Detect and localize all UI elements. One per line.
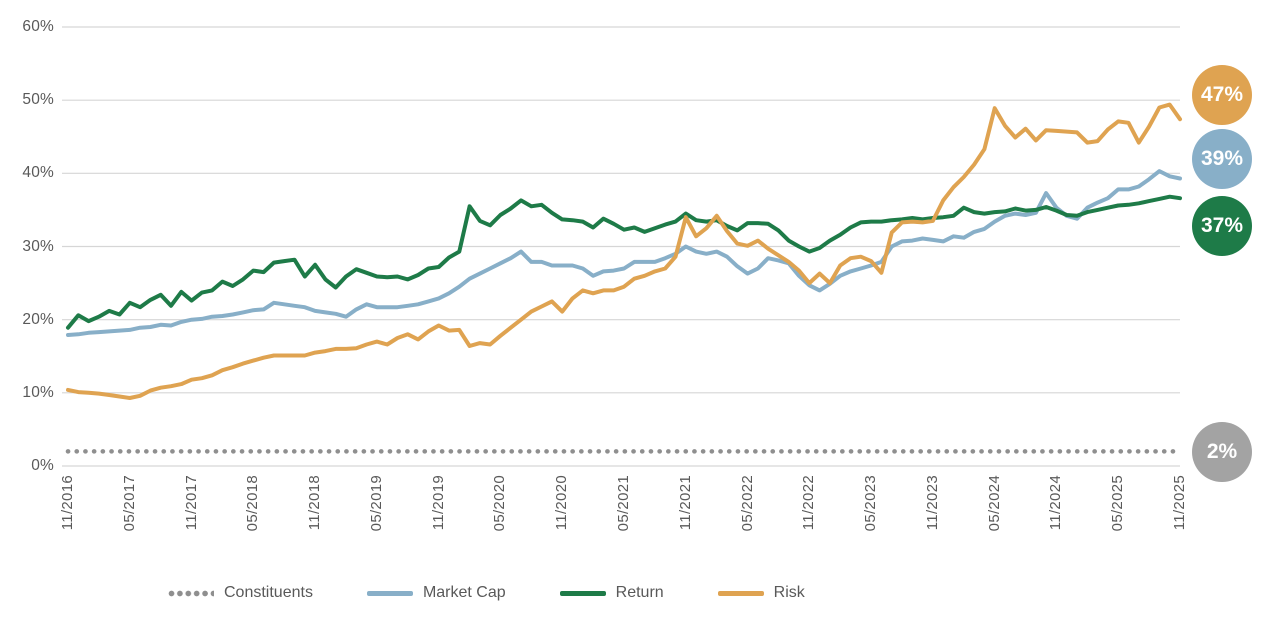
y-tick-label: 60% (22, 18, 54, 35)
legend-item-constituents: Constituents (168, 584, 313, 602)
x-tick-label: 05/2021 (615, 475, 632, 532)
x-tick-label: 05/2019 (367, 475, 385, 532)
x-tick-label: 11/2019 (429, 475, 447, 531)
constituents-end-value-badge: 2% (1192, 422, 1252, 482)
x-tick-label: 11/2018 (306, 475, 324, 531)
legend-label-constituents: Constituents (224, 584, 313, 601)
x-tick-label: 11/2025 (1171, 475, 1188, 531)
x-tick-label: 11/2020 (553, 475, 571, 531)
x-tick-label: 05/2025 (1109, 475, 1127, 532)
legend-label-return: Return (615, 584, 664, 601)
y-tick-label: 20% (22, 310, 54, 328)
x-tick-label: 11/2022 (800, 475, 818, 531)
y-tick-label: 50% (22, 91, 54, 109)
market-cap-line (66, 169, 1182, 337)
chart-legend: Constituents Market Cap Return Risk (168, 584, 805, 602)
return-line (66, 194, 1182, 330)
x-tick-label: 11/2016 (59, 475, 76, 531)
x-tick-label: 11/2023 (923, 475, 941, 531)
legend-item-market-cap: Market Cap (366, 584, 506, 602)
legend-label-market-cap: Market Cap (422, 584, 506, 601)
risk-end-value-badge: 47% (1192, 65, 1252, 125)
constituents-dotted-swatch-icon (168, 589, 214, 597)
return-end-value-badge: 37% (1192, 196, 1252, 256)
return-line-swatch-icon (559, 590, 606, 596)
x-tick-label: 05/2022 (738, 475, 756, 532)
x-tick-label: 11/2017 (182, 475, 200, 531)
x-tick-label: 11/2021 (676, 475, 694, 531)
x-tick-label: 11/2024 (1047, 475, 1065, 531)
risk-line (66, 102, 1182, 400)
x-tick-label: 05/2020 (491, 475, 509, 532)
y-tick-label: 40% (22, 164, 54, 182)
market-cap-end-value-badge: 39% (1192, 129, 1252, 189)
legend-item-risk: Risk (717, 584, 805, 602)
y-tick-label: 10% (22, 383, 54, 401)
risk-line-swatch-icon (717, 590, 764, 596)
x-tick-label: 05/2017 (120, 475, 138, 532)
legend-item-return: Return (559, 584, 664, 602)
x-tick-label: 05/2024 (985, 475, 1003, 532)
gridlines (62, 26, 1180, 467)
market-cap-line-swatch-icon (366, 590, 413, 596)
x-tick-label: 05/2023 (862, 475, 880, 532)
x-tick-label: 05/2018 (244, 475, 262, 532)
y-tick-label: 30% (22, 237, 54, 255)
legend-label-risk: Risk (773, 584, 805, 601)
y-tick-label: 0% (31, 457, 54, 474)
